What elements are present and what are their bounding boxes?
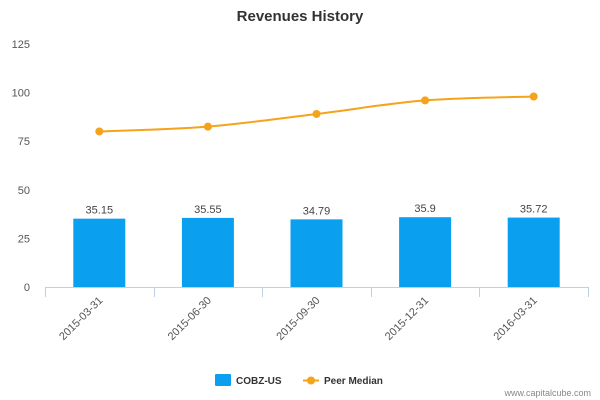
y-tick-label: 75 — [18, 136, 30, 148]
x-axis: 2015-03-31 2015-06-30 2015-09-30 2015-12-31… — [45, 287, 589, 343]
x-tick-label: 2016-03-31 — [492, 295, 540, 343]
x-tick-label: 2015-09-30 — [274, 295, 322, 343]
peer-median-point[interactable] — [529, 92, 538, 101]
x-tick-label: 2015-06-30 — [166, 295, 214, 343]
source-credit: www.capitalcube.com — [503, 388, 591, 398]
bar[interactable] — [73, 218, 126, 287]
y-tick-label: 50 — [18, 185, 30, 197]
bar-series — [73, 217, 560, 287]
bar[interactable] — [181, 217, 234, 287]
bar-value-label: 35.9 — [414, 203, 435, 215]
y-tick-label: 25 — [18, 233, 30, 245]
peer-median-point[interactable] — [95, 127, 104, 136]
y-tick-label: 100 — [12, 88, 30, 100]
x-tick-label: 2015-12-31 — [383, 295, 431, 343]
bar[interactable] — [399, 217, 452, 287]
legend-label-peer-median: Peer Median — [324, 376, 383, 387]
bar[interactable] — [507, 217, 560, 287]
bar-value-label: 35.55 — [194, 204, 222, 216]
peer-median-point[interactable] — [312, 109, 321, 118]
y-axis: 0 25 50 75 100 125 — [12, 39, 30, 294]
peer-median-point[interactable] — [203, 122, 212, 131]
bar-data-labels: 35.15 35.55 34.79 35.9 35.72 — [86, 203, 548, 217]
bar-value-label: 34.79 — [303, 205, 331, 217]
bar-value-label: 35.72 — [520, 204, 548, 216]
peer-median-series — [95, 92, 538, 136]
legend-swatch-cobz — [215, 374, 231, 386]
legend-marker-peer-median — [307, 376, 315, 385]
chart-title: Revenues History — [237, 8, 364, 25]
peer-median-point[interactable] — [421, 96, 430, 105]
bar-value-label: 35.15 — [86, 205, 114, 217]
legend-label-cobz: COBZ-US — [236, 376, 282, 387]
y-tick-label: 0 — [24, 282, 30, 294]
x-tick-label: 2015-03-31 — [57, 295, 105, 343]
y-tick-label: 125 — [12, 39, 30, 51]
legend[interactable]: COBZ-US Peer Median — [215, 374, 383, 387]
bar[interactable] — [290, 219, 343, 287]
